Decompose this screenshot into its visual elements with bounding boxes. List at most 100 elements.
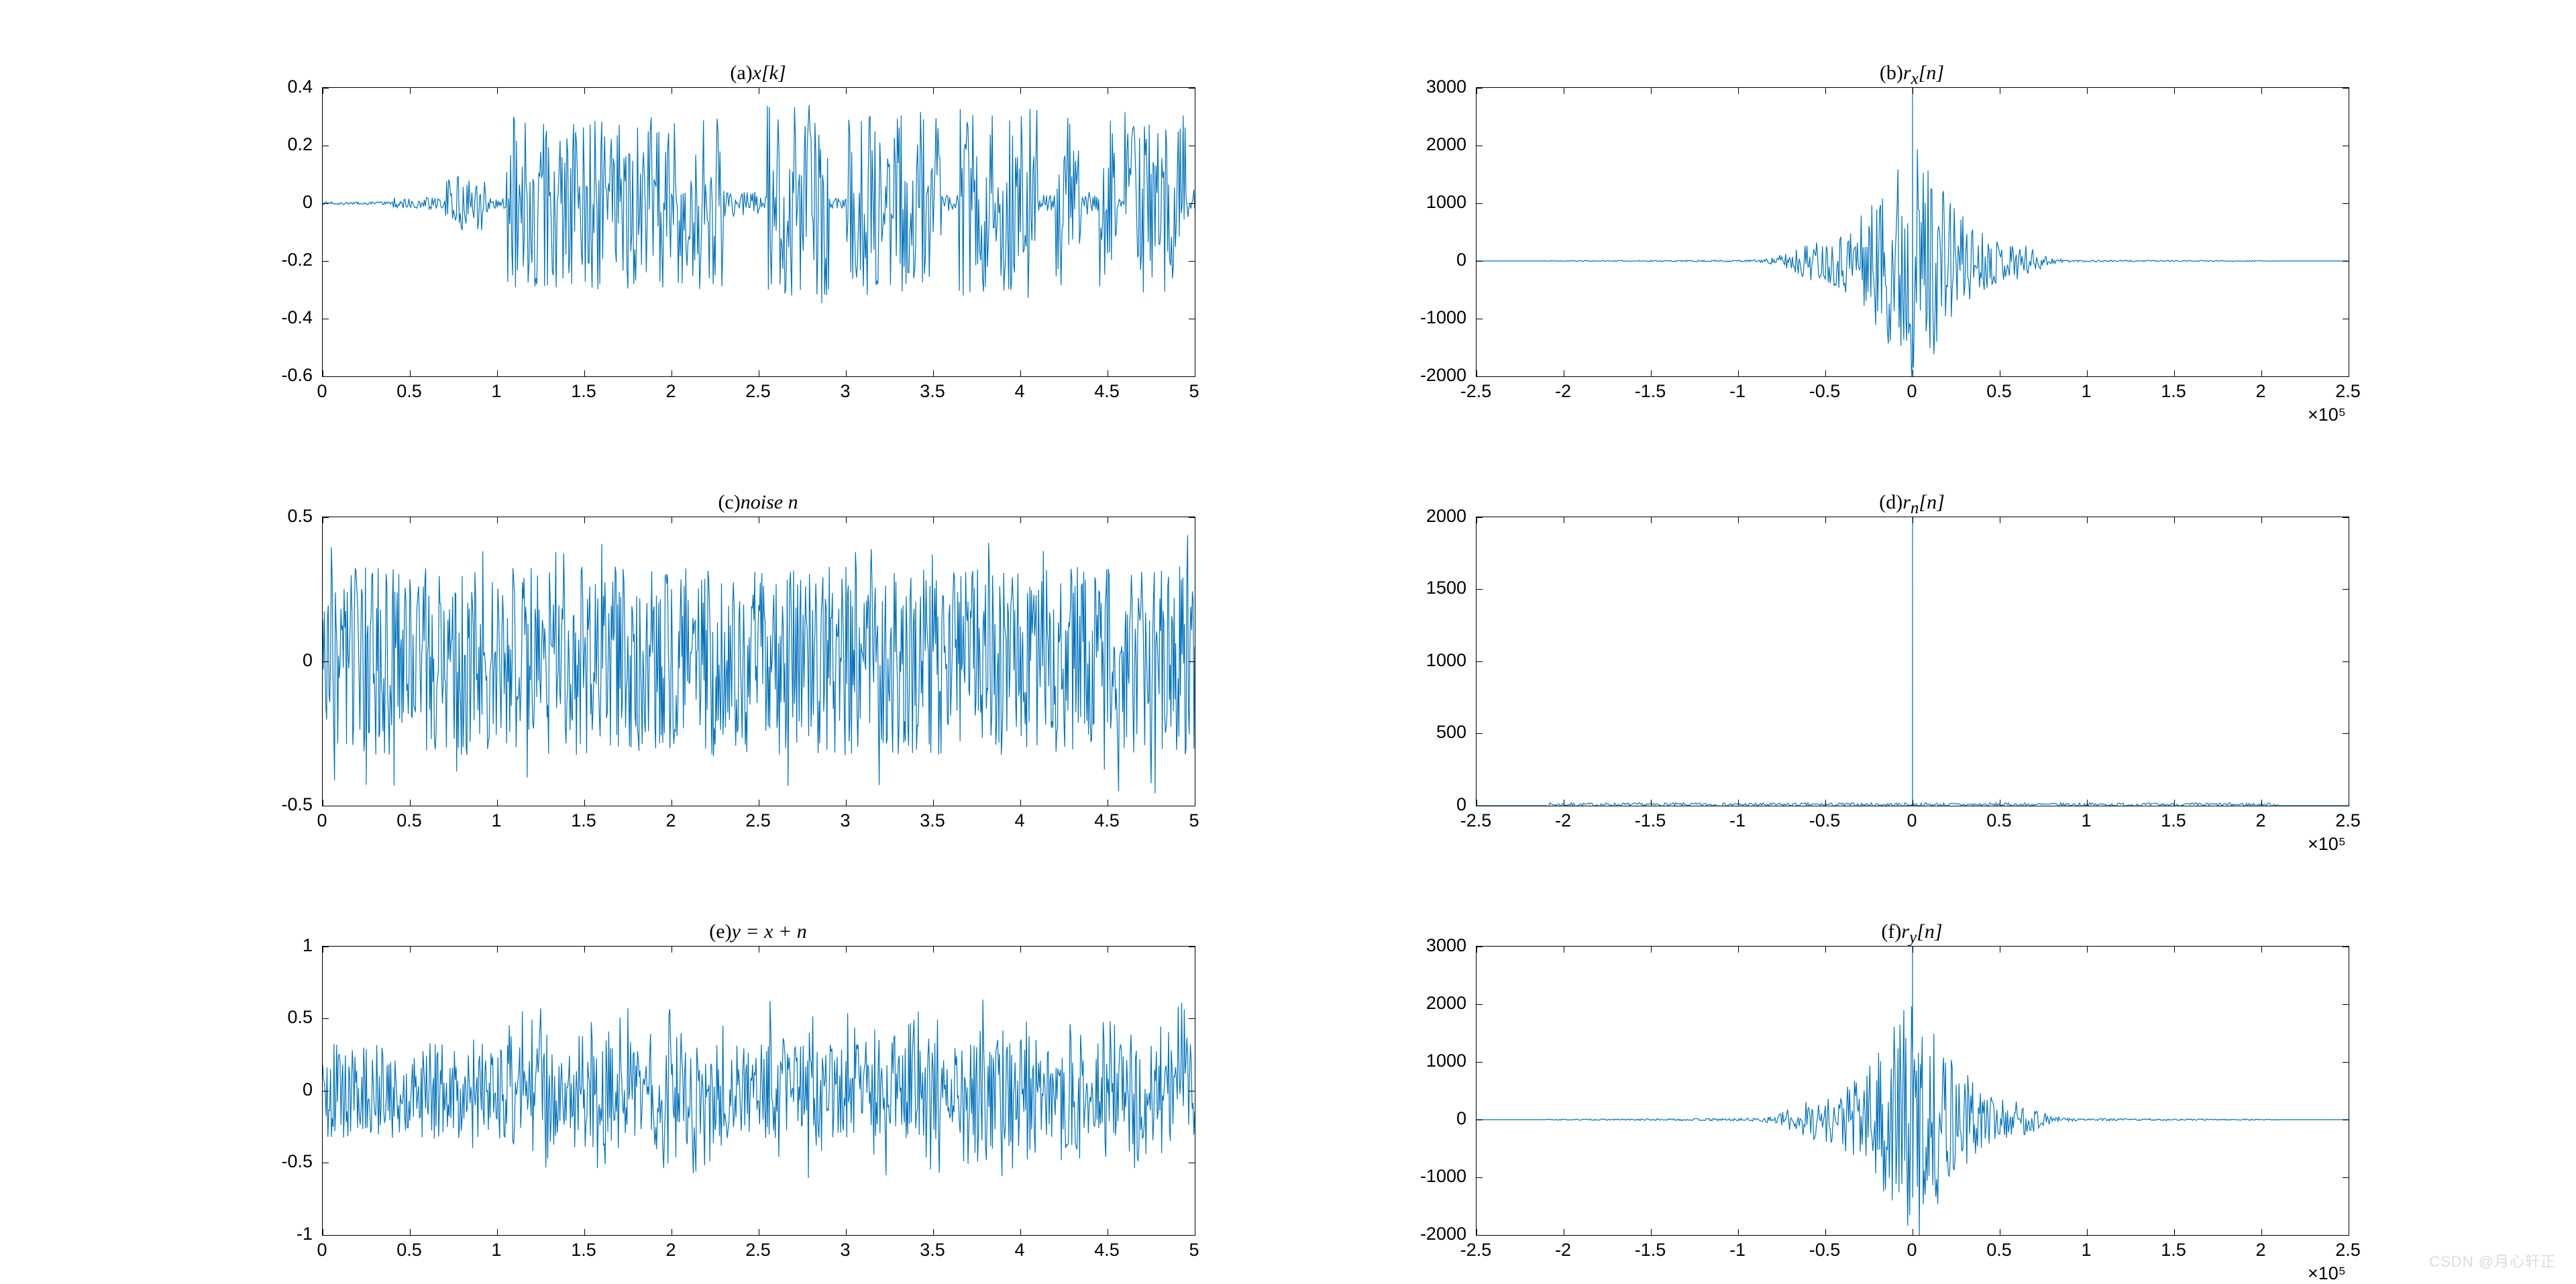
ytick-label: 1500 — [1373, 578, 1466, 598]
xtick-label: 5 — [1167, 810, 1221, 831]
xtick-label: 1.5 — [2147, 1240, 2200, 1261]
xtick-label: -0.5 — [1798, 381, 1851, 402]
ytick-label: 500 — [1373, 722, 1466, 743]
xtick-label: 0.5 — [382, 1240, 436, 1261]
xtick-label: 1 — [2059, 810, 2113, 831]
xtick-label: -1.5 — [1623, 810, 1677, 831]
xtick-label: -2 — [1536, 810, 1590, 831]
subplot-b-line — [1477, 88, 2349, 376]
xtick-label: 3 — [818, 1240, 872, 1261]
ytick-label: 2000 — [1373, 506, 1466, 527]
xtick-label: 1 — [470, 810, 523, 831]
subplot-f-line — [1477, 947, 2349, 1235]
ytick-label: 0 — [1373, 794, 1466, 815]
subplot-c-line — [323, 517, 1195, 806]
xtick-label: 4 — [993, 381, 1046, 402]
xtick-label: 0.5 — [1972, 810, 2026, 831]
x-multiplier-label: ×10⁵ — [2308, 405, 2346, 425]
ytick-label: 1000 — [1373, 650, 1466, 671]
xtick-label: 2.5 — [2321, 1240, 2375, 1261]
xtick-label: -1.5 — [1623, 381, 1677, 402]
xtick-label: 2 — [2234, 1240, 2288, 1261]
ytick-label: -0.4 — [219, 307, 313, 328]
xtick-label: 4.5 — [1080, 810, 1134, 831]
subplot-c: (c)noise n00.511.522.533.544.55-0.500.5 — [322, 517, 1194, 805]
xtick-label: 2.5 — [731, 810, 785, 831]
xtick-label: -1 — [1711, 810, 1764, 831]
xtick-label: 1.5 — [2147, 381, 2200, 402]
subplot-a-line — [323, 88, 1195, 376]
ytick-label: 1 — [219, 935, 313, 956]
xtick-label: 5 — [1167, 381, 1221, 402]
xtick-label: 4 — [993, 810, 1046, 831]
subplot-e: (e)y = x + n00.511.522.533.544.55-1-0.50… — [322, 946, 1194, 1234]
ytick-label: 0 — [1373, 250, 1466, 270]
xtick-label: 2 — [644, 810, 698, 831]
xtick-label: -0.5 — [1798, 810, 1851, 831]
xtick-label: 2 — [644, 1240, 698, 1261]
xtick-label: 0 — [1885, 381, 1939, 402]
watermark-text: CSDN @月心轩正 — [2429, 1250, 2556, 1271]
xtick-label: 3 — [818, 381, 872, 402]
figure-root: CSDN @月心轩正 (a)x[k] 0 0.5 1 1.5 2 2.5 3 3.5 4 4.5 5 -… — [0, 0, 2576, 1283]
x-multiplier-label: ×10⁵ — [2308, 1263, 2346, 1284]
xtick-label: -2 — [1536, 1240, 1590, 1261]
ytick-label: 2000 — [1373, 134, 1466, 155]
xtick-label: 4.5 — [1080, 1240, 1134, 1261]
xtick-label: 0 — [1885, 810, 1939, 831]
xtick-label: 0.5 — [382, 810, 436, 831]
ytick-label: 0 — [219, 1079, 313, 1100]
ytick-label: -0.5 — [219, 794, 313, 815]
xtick-label: 2 — [2234, 381, 2288, 402]
ytick-label: -2000 — [1373, 365, 1466, 386]
xtick-label: 3.5 — [906, 1240, 959, 1261]
ytick-label: -0.5 — [219, 1151, 313, 1172]
xtick-label: 1.5 — [557, 381, 610, 402]
subplot-d-line — [1477, 517, 2349, 806]
ytick-label: 0.4 — [219, 76, 313, 97]
xtick-label: 0.5 — [1972, 1240, 2026, 1261]
x-multiplier-label: ×10⁵ — [2308, 834, 2346, 855]
xtick-label: 2.5 — [731, 381, 785, 402]
xtick-label: -2 — [1536, 381, 1590, 402]
xtick-label: 2 — [644, 381, 698, 402]
ytick-label: 1000 — [1373, 1051, 1466, 1071]
xtick-label: 2.5 — [731, 1240, 785, 1261]
xtick-label: 3 — [818, 810, 872, 831]
xtick-label: 1 — [2059, 381, 2113, 402]
xtick-label: 0.5 — [382, 381, 436, 402]
subplot-a-title: (a)x[k] — [322, 62, 1194, 85]
subplot-c-title: (c)noise n — [322, 491, 1194, 514]
ytick-label: 0.2 — [219, 134, 313, 155]
subplot-f-title: (f)ry[n] — [1476, 920, 2348, 947]
ytick-label: -0.6 — [219, 365, 313, 386]
ytick-label: 1000 — [1373, 192, 1466, 213]
ytick-label: 0 — [219, 192, 313, 213]
subplot-d-axes — [1476, 517, 2349, 806]
xtick-label: 0.5 — [1972, 381, 2026, 402]
ytick-label: -1000 — [1373, 1166, 1466, 1187]
ytick-label: 0.5 — [219, 506, 313, 527]
subplot-d: (d)rn[n]-2.5-2-1.5-1-0.500.511.522.50500… — [1476, 517, 2348, 805]
subplot-e-title: (e)y = x + n — [322, 920, 1194, 943]
xtick-label: 2.5 — [2321, 381, 2375, 402]
xtick-label: 3.5 — [906, 381, 959, 402]
subplot-c-axes — [322, 517, 1195, 806]
ytick-label: 0 — [1373, 1108, 1466, 1129]
ytick-label: 2000 — [1373, 993, 1466, 1014]
ytick-label: 0 — [219, 650, 313, 671]
ytick-label: 0.5 — [219, 1007, 313, 1028]
xtick-label: 5 — [1167, 1240, 1221, 1261]
ytick-label: -2000 — [1373, 1224, 1466, 1244]
subplot-d-title: (d)rn[n] — [1476, 491, 2348, 518]
subplot-e-axes — [322, 946, 1195, 1236]
subplot-b-axes — [1476, 87, 2349, 377]
subplot-b-title: (b)rx[n] — [1476, 62, 2348, 89]
ytick-label: 3000 — [1373, 935, 1466, 956]
xtick-label: -1 — [1711, 381, 1764, 402]
subplot-a-axes — [322, 87, 1195, 377]
xtick-label: 3.5 — [906, 810, 959, 831]
xtick-label: 2 — [2234, 810, 2288, 831]
xtick-label: 1 — [2059, 1240, 2113, 1261]
xtick-label: 1.5 — [557, 810, 610, 831]
